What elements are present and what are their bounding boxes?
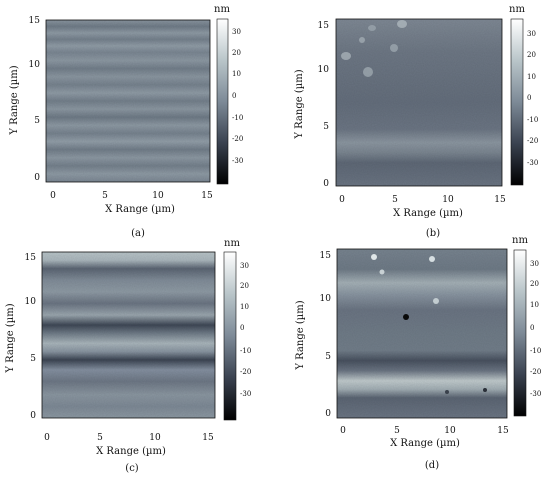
ylabel-a: Y Range (µm) xyxy=(9,65,20,135)
cbtick-c-m10: -10 xyxy=(240,347,251,355)
xtick-a-5: 5 xyxy=(102,191,108,201)
colorbar-d xyxy=(513,249,527,417)
colorbar-unit-c: nm xyxy=(224,238,240,249)
caption-a: (a) xyxy=(131,228,145,239)
xlabel-b: X Range (µm) xyxy=(393,208,463,219)
cbtick-c-m20: -20 xyxy=(240,368,251,376)
colorbar-c xyxy=(223,251,237,421)
cbtick-b-10: 10 xyxy=(527,73,536,81)
xtick-b-15: 15 xyxy=(494,195,506,205)
ytick-b-5: 5 xyxy=(323,122,329,132)
ytick-c-5: 5 xyxy=(30,354,36,364)
xtick-b-0: 0 xyxy=(339,195,345,205)
colorbar-a xyxy=(216,18,229,185)
cbtick-d-m30: -30 xyxy=(530,390,541,398)
colorbar-unit-a: nm xyxy=(214,4,230,15)
ytick-d-15: 15 xyxy=(320,251,332,261)
colorbar-b xyxy=(510,18,524,186)
ylabel-c: Y Range (µm) xyxy=(5,303,16,373)
caption-c: (c) xyxy=(125,463,139,474)
cbtick-c-10: 10 xyxy=(240,303,249,311)
ytick-c-0: 0 xyxy=(30,411,36,421)
cbtick-a-30: 30 xyxy=(232,28,241,36)
ytick-b-0: 0 xyxy=(323,179,329,189)
ytick-d-10: 10 xyxy=(320,294,332,304)
panel-a: 15 10 5 0 0 5 10 15 X Range (µm) Y Range… xyxy=(9,4,243,239)
xtick-a-10: 10 xyxy=(152,191,164,201)
xtick-a-0: 0 xyxy=(50,191,56,201)
xlabel-a: X Range (µm) xyxy=(105,204,175,215)
afm-image-b xyxy=(336,19,502,186)
xtick-a-15: 15 xyxy=(201,191,213,201)
xtick-b-5: 5 xyxy=(392,195,398,205)
ylabel-b: Y Range (µm) xyxy=(294,69,305,139)
panel-d: 15 10 5 0 0 5 10 15 X Range (µm) Y Range… xyxy=(295,235,541,471)
ytick-d-5: 5 xyxy=(325,352,331,362)
afm-image-d xyxy=(337,249,507,418)
colorbar-unit-b: nm xyxy=(509,4,525,15)
cbtick-b-0: 0 xyxy=(527,94,531,102)
caption-d: (d) xyxy=(425,460,439,471)
xtick-d-10: 10 xyxy=(444,426,456,436)
xtick-c-10: 10 xyxy=(149,433,161,443)
cbtick-c-0: 0 xyxy=(240,324,244,332)
cbtick-b-20: 20 xyxy=(527,51,536,59)
cbtick-d-20: 20 xyxy=(530,280,539,288)
cbtick-b-m20: -20 xyxy=(527,137,538,145)
cbtick-b-30: 30 xyxy=(527,30,536,38)
xlabel-d: X Range (µm) xyxy=(390,438,460,449)
panel-b: 15 10 5 0 0 5 10 15 X Range (µm) Y Range… xyxy=(294,4,538,239)
afm-image-a xyxy=(46,20,210,182)
cbtick-d-0: 0 xyxy=(530,324,534,332)
surface-spots-b xyxy=(341,20,407,77)
colorbar-unit-d: nm xyxy=(512,235,528,246)
cbtick-a-m30: -30 xyxy=(232,157,243,165)
ytick-a-0: 0 xyxy=(34,173,40,183)
cbtick-c-30: 30 xyxy=(240,262,249,270)
cbtick-c-20: 20 xyxy=(240,282,249,290)
cbtick-c-m30: -30 xyxy=(240,390,251,398)
ytick-a-15: 15 xyxy=(29,16,41,26)
cbtick-b-m30: -30 xyxy=(527,159,538,167)
xlabel-c: X Range (µm) xyxy=(96,446,166,457)
cbtick-d-m20: -20 xyxy=(530,368,541,376)
ytick-c-15: 15 xyxy=(25,253,37,263)
xtick-d-15: 15 xyxy=(497,426,509,436)
cbtick-d-30: 30 xyxy=(530,260,539,268)
cbtick-d-m10: -10 xyxy=(530,347,541,355)
cbtick-a-10: 10 xyxy=(232,70,241,78)
xtick-c-5: 5 xyxy=(97,433,103,443)
surface-spots-d xyxy=(371,254,487,394)
cbtick-a-m20: -20 xyxy=(232,135,243,143)
ytick-c-10: 10 xyxy=(25,297,37,307)
ytick-d-0: 0 xyxy=(325,409,331,419)
xtick-d-0: 0 xyxy=(340,426,346,436)
ytick-a-5: 5 xyxy=(34,116,40,126)
ytick-b-10: 10 xyxy=(318,65,330,75)
afm-image-c xyxy=(42,252,215,418)
ytick-b-15: 15 xyxy=(318,21,330,31)
cbtick-a-0: 0 xyxy=(232,92,236,100)
cbtick-a-20: 20 xyxy=(232,49,241,57)
xtick-c-0: 0 xyxy=(44,433,50,443)
xtick-d-5: 5 xyxy=(394,426,400,436)
panel-c: 15 10 5 0 0 5 10 15 X Range (µm) Y Range… xyxy=(5,238,251,474)
caption-b: (b) xyxy=(426,228,440,239)
ylabel-d: Y Range (µm) xyxy=(295,300,306,370)
cbtick-a-m10: -10 xyxy=(232,114,243,122)
cbtick-b-m10: -10 xyxy=(527,116,538,124)
ytick-a-10: 10 xyxy=(29,60,41,70)
xtick-b-10: 10 xyxy=(442,195,454,205)
xtick-c-15: 15 xyxy=(202,433,214,443)
cbtick-d-10: 10 xyxy=(530,301,539,309)
